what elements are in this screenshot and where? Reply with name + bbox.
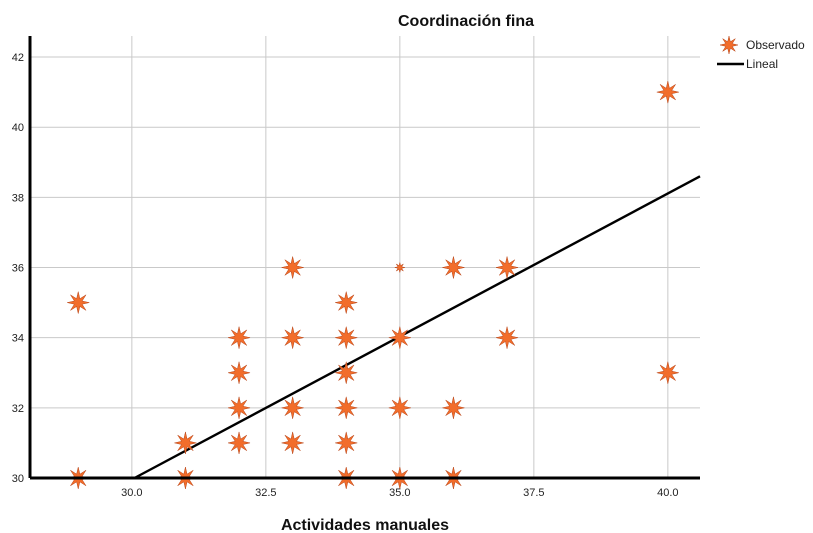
scatter-point — [281, 396, 304, 419]
scatter-point — [281, 256, 304, 279]
scatter-point — [656, 81, 679, 104]
y-tick-label: 40 — [12, 122, 24, 134]
scatter-point — [495, 326, 519, 349]
y-tick-label: 42 — [12, 52, 24, 64]
regression-line — [133, 175, 701, 480]
x-tick-label: 40.0 — [657, 487, 678, 499]
x-axis-title: Actividades manuales — [281, 517, 449, 533]
legend-item-observado: Observado — [719, 35, 805, 55]
x-tick-label: 30.0 — [121, 487, 142, 499]
scatter-point — [335, 361, 358, 384]
tick-layer: 30.0 32.5 35.0 37.5 40.0 30 32 34 36 38 40 42 — [12, 52, 679, 499]
scatter-point — [335, 326, 358, 349]
axis-layer — [28, 36, 700, 480]
legend-star-icon — [719, 35, 739, 55]
scatter-point — [281, 326, 304, 349]
scatter-point — [442, 396, 465, 419]
y-tick-label: 34 — [12, 333, 24, 345]
legend: Observado Lineal — [717, 35, 805, 71]
scatter-point — [335, 431, 358, 454]
legend-label-lineal: Lineal — [746, 57, 778, 71]
y-tick-label: 38 — [12, 192, 24, 204]
scatter-point — [227, 431, 251, 454]
scatter-point — [335, 291, 358, 314]
y-tick-label: 32 — [12, 403, 24, 415]
scatter-point — [281, 431, 304, 454]
scatter-point — [67, 291, 90, 314]
legend-label-observado: Observado — [746, 38, 805, 52]
scatter-point — [388, 326, 411, 349]
legend-item-lineal: Lineal — [717, 57, 778, 71]
line-layer — [133, 175, 701, 480]
x-tick-label: 37.5 — [523, 487, 544, 499]
scatter-point — [388, 396, 411, 419]
point-layer — [67, 81, 679, 490]
x-tick-label: 32.5 — [255, 487, 276, 499]
y-tick-label: 36 — [12, 263, 24, 275]
y-tick-label: 30 — [12, 473, 24, 485]
scatter-point — [335, 396, 358, 419]
scatter-point — [227, 361, 251, 384]
scatter-point — [394, 262, 405, 273]
scatter-point — [495, 256, 519, 279]
scatter-point — [656, 361, 679, 384]
x-tick-label: 35.0 — [389, 487, 410, 499]
scatter-point — [227, 396, 251, 419]
scatter-point — [227, 326, 251, 349]
chart-title: Coordinación fina — [398, 13, 534, 30]
grid-layer — [30, 36, 700, 479]
scatter-point — [442, 256, 465, 279]
scatter-point — [174, 431, 197, 454]
